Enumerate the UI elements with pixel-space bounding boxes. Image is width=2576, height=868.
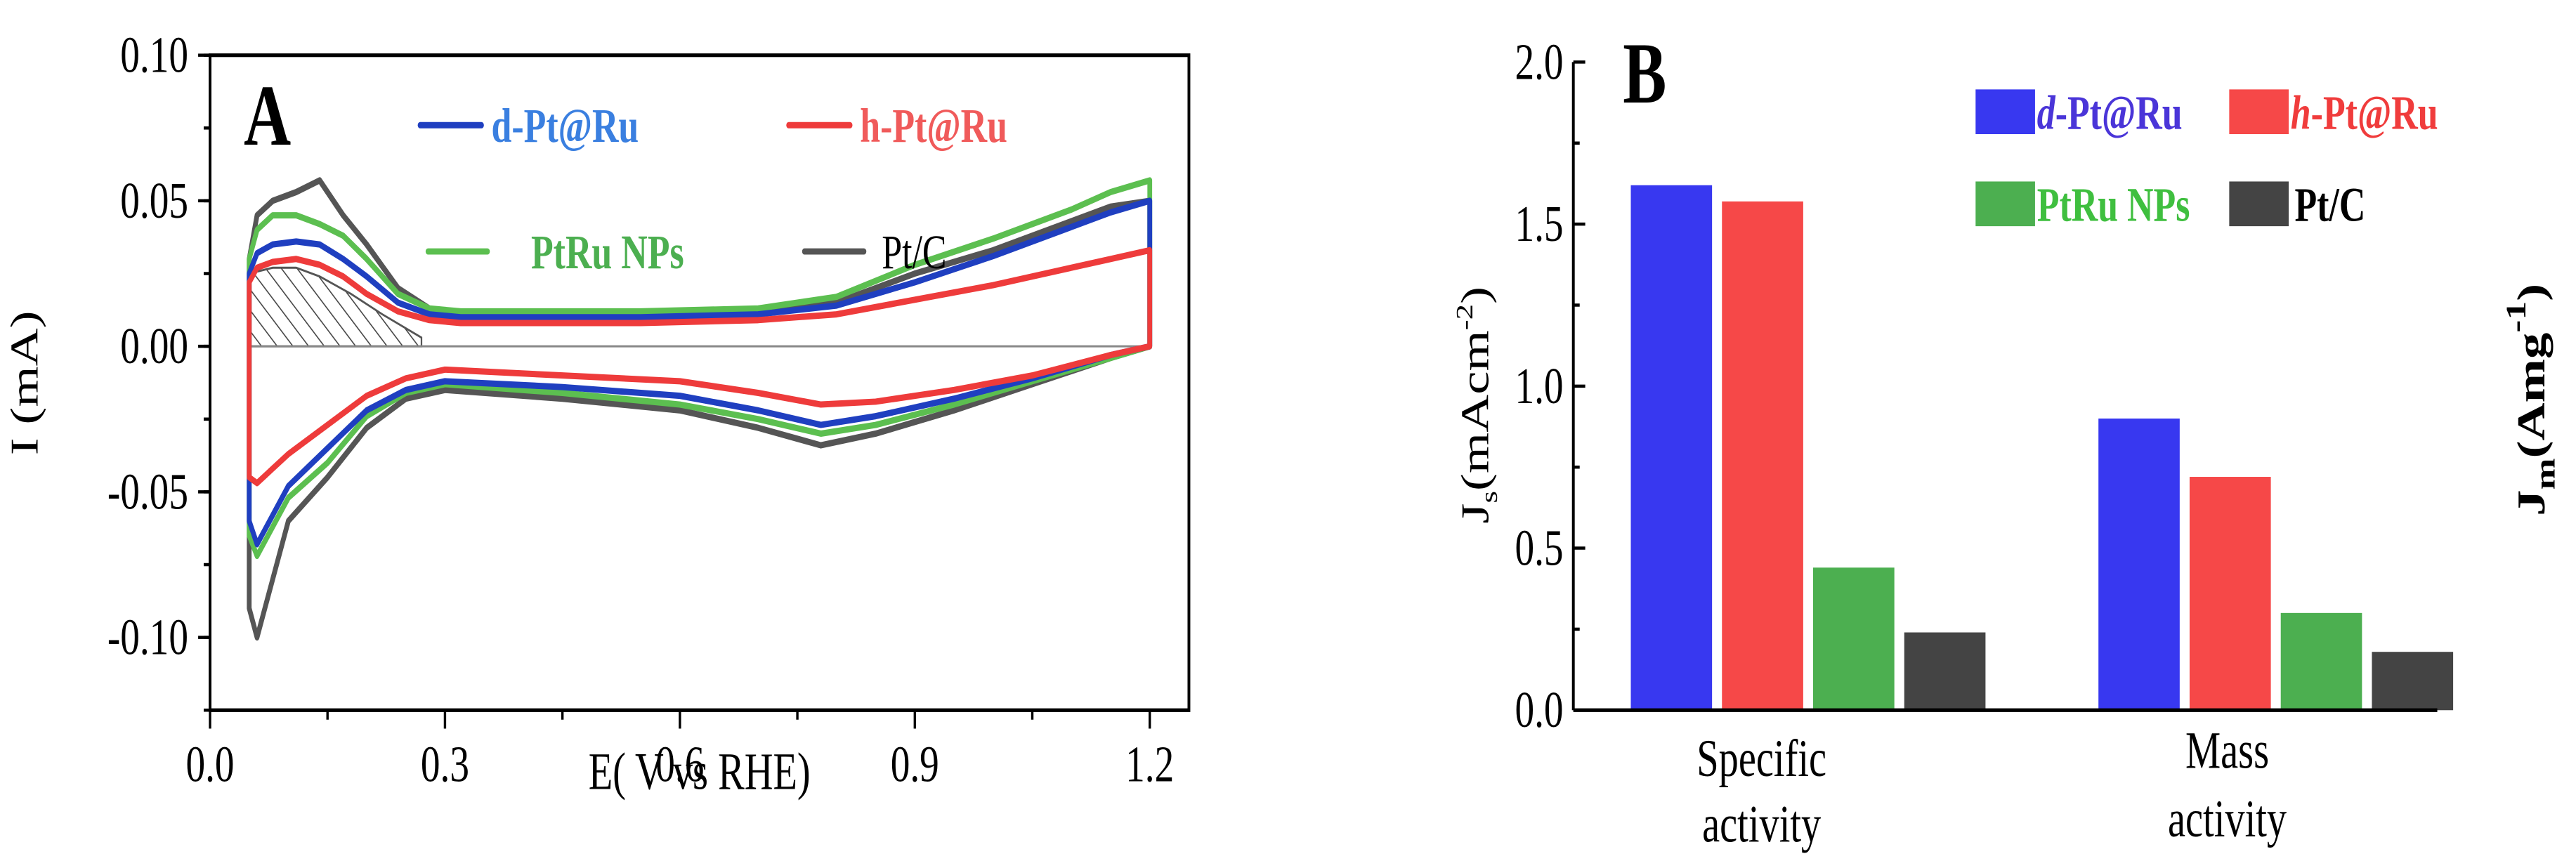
legend-label-ptru-nps-bar: PtRu NPs: [2037, 179, 2190, 232]
x-tick-label-0-6: 0.6: [655, 736, 704, 793]
panel-a-y-axis-title: I (mA): [3, 310, 46, 455]
panel-a-cv-chart: 0.0 0.3 0.6 0.9 1.20.100.050.00-0.05-0.10 A …: [3, 27, 1191, 801]
ylabel-main: J: [1453, 504, 1497, 524]
panel-b-ticks: 0.0 0.5 1.0 1.5 2.0: [1515, 34, 1586, 739]
x-tick-label-0-9: 0.9: [891, 736, 939, 793]
legend-label-ptru-nps: PtRu NPs: [531, 226, 684, 280]
legend-swatch-d-pt-ru: [1975, 89, 2035, 135]
legend-label-pt-c-bar: Pt/C: [2294, 179, 2365, 232]
bar-specific-activity-h-pt-ru: [1722, 201, 1803, 711]
bar-mass-activity-ptru-nps: [2280, 612, 2362, 711]
b-y-tick-label-0-5: 0.5: [1515, 520, 1563, 577]
panel-b-letter: B: [1623, 25, 1666, 121]
panel-a-x-axis-title: E( V vs RHE): [589, 743, 811, 801]
legend-suffix-d: -Pt@Ru: [2055, 87, 2183, 140]
ylabel-right-main: J: [2510, 489, 2554, 515]
bar-mass-activity-h-pt-ru: [2189, 477, 2271, 711]
legend-label-h-pt-ru: h-Pt@Ru: [860, 100, 1007, 153]
legend-swatch-pt-c: [2229, 181, 2289, 227]
bar-specific-activity-d-pt-ru: [1630, 185, 1713, 711]
b-y-tick-label-1-5: 1.5: [1515, 196, 1563, 253]
legend-suffix-h: -Pt@Ru: [2311, 87, 2438, 140]
y-tick-label-0-10: 0.10: [120, 27, 188, 84]
legend-label-h-pt-ru-bar: h-Pt@Ru: [2291, 87, 2438, 140]
bar-mass-activity-pt-c: [2372, 652, 2454, 711]
ylabel-exp: -2: [1451, 304, 1477, 330]
panel-b-bar-chart: 0.00.51.01.52.0 B d-Pt@Ru h-Pt@Ru PtRu N…: [1451, 25, 2561, 853]
cv-curve-ptru-nps: [247, 177, 1153, 560]
y-tick-label-0-10: -0.10: [107, 609, 188, 666]
ylabel-right-pre: (Amg: [2510, 333, 2554, 459]
panel-a-ticks: 0.0 0.3 0.6 0.9 1.2 0.10 0.05 0.00 -0.05 -0.10: [107, 27, 1174, 793]
category-label-mass-line-2: activity: [2168, 791, 2287, 848]
panel-b-legend: d-Pt@Ru h-Pt@Ru PtRu NPs Pt/C: [1975, 87, 2438, 232]
legend-label-pt-c: Pt/C: [882, 226, 946, 280]
bar-mass-activity-d-pt-ru: [2098, 418, 2180, 711]
cv-curve-h-pt-ru: [247, 246, 1153, 487]
b-y-tick-label-0-0: 0.0: [1515, 682, 1563, 739]
legend-label-d-pt-ru-bar: d-Pt@Ru: [2037, 87, 2183, 140]
legend-swatch-ptru-nps: [1975, 181, 2035, 227]
ylabel-pre: (mAcm: [1453, 330, 1497, 491]
y-tick-label-0-05: -0.05: [107, 463, 188, 520]
ylabel-right-exp: -1: [2500, 301, 2532, 333]
panel-b-y-axis-title: Js(mAcm-2): [1451, 287, 1502, 524]
x-tick-label-1-2: 1.2: [1125, 736, 1174, 793]
bar-group: [1630, 185, 2454, 711]
panel-a-legend: d-Pt@Ru h-Pt@Ru PtRu NPs Pt/C: [417, 100, 1007, 280]
panel-b-right-axis-title: Jm(Amg-1): [2500, 284, 2561, 516]
category-label-specific-line-1: Specific: [1696, 730, 1826, 787]
legend-prefix-h: h: [2291, 87, 2311, 140]
hatched-h-desorption-region: [248, 266, 1150, 348]
panel-a-letter: A: [244, 67, 291, 164]
bar-specific-activity-pt-c: [1904, 632, 1986, 711]
cv-curve-d-pt-ru: [247, 197, 1153, 548]
category-label-mass-line-1: Mass: [2185, 722, 2269, 780]
legend-swatch-h-pt-ru: [2229, 89, 2289, 135]
hatched-area: [248, 266, 423, 348]
ylabel-sub: s: [1476, 491, 1502, 503]
x-tick-label-0-0: 0.0: [185, 736, 234, 793]
b-y-tick-label-2-0: 2.0: [1515, 34, 1563, 91]
cv-curve-pt-c: [247, 177, 1153, 641]
ylabel-right-post: ): [2510, 284, 2554, 301]
ylabel-post: ): [1453, 287, 1497, 304]
legend-label-d-pt-ru: d-Pt@Ru: [492, 100, 639, 153]
y-tick-label-0-00: 0.00: [120, 318, 188, 375]
b-y-tick-label-1-0: 1.0: [1515, 357, 1563, 414]
y-tick-label-0-05: 0.05: [120, 172, 188, 229]
bar-specific-activity-ptru-nps: [1813, 567, 1895, 711]
cv-series-group: [247, 177, 1153, 641]
legend-prefix-d: d: [2037, 87, 2056, 140]
category-label-specific-line-2: activity: [1702, 796, 1821, 853]
panel-a-frame: [209, 53, 1191, 712]
x-tick-label-0-3: 0.3: [421, 736, 469, 793]
ylabel-right-sub: m: [2530, 458, 2561, 489]
